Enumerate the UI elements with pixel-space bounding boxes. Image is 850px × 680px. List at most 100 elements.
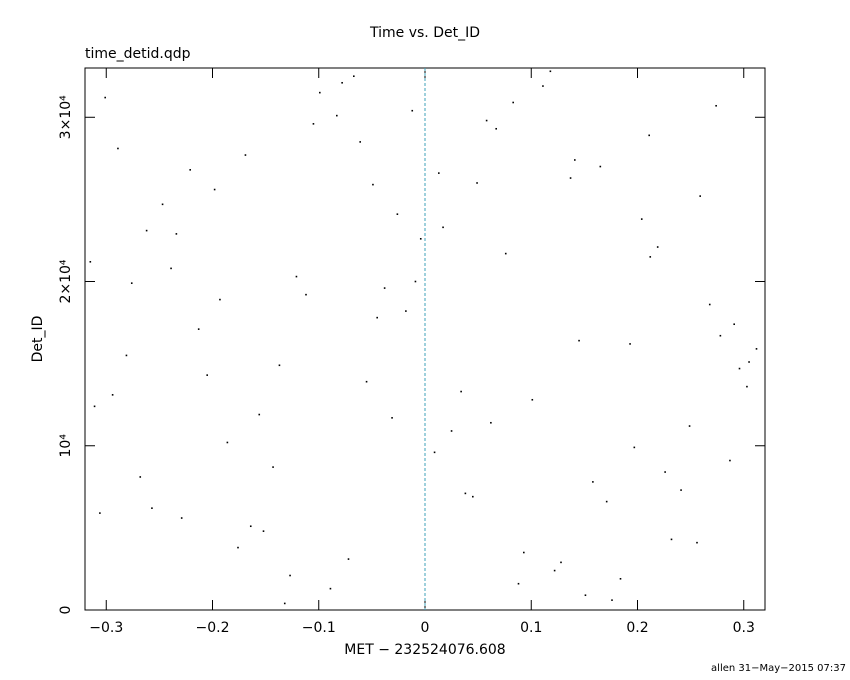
point [629, 343, 631, 345]
point [213, 188, 216, 191]
point [656, 246, 659, 248]
point [206, 374, 208, 376]
point [649, 256, 652, 258]
point [688, 425, 691, 427]
point [472, 495, 474, 498]
point [485, 119, 488, 122]
chart-subtitle: time_detid.qdp [85, 46, 191, 62]
point [648, 134, 650, 137]
x-tick-label: −0.2 [196, 620, 230, 636]
point [531, 398, 534, 401]
point [560, 561, 562, 564]
point [504, 252, 507, 255]
point [450, 430, 453, 432]
point [680, 489, 682, 491]
y-tick-label: 10⁴ [58, 434, 74, 458]
point [460, 390, 462, 393]
point [89, 261, 92, 263]
point [151, 507, 153, 509]
point [670, 538, 673, 541]
point [289, 574, 291, 577]
x-tick-label: 0.3 [733, 620, 755, 636]
point [376, 316, 378, 319]
y-tick-label: 2×10⁴ [58, 259, 74, 303]
point [145, 229, 148, 232]
point [139, 476, 142, 478]
point [719, 334, 722, 337]
point [405, 310, 407, 312]
point [414, 280, 417, 283]
point [599, 165, 602, 168]
point [438, 172, 440, 174]
point [512, 101, 514, 104]
point [464, 492, 467, 495]
point [542, 85, 544, 87]
point [619, 577, 622, 580]
point [197, 328, 200, 330]
point [664, 471, 666, 473]
point [130, 282, 133, 284]
point [549, 70, 552, 73]
point [738, 367, 741, 370]
point [244, 154, 247, 156]
point [495, 127, 497, 130]
point [553, 569, 556, 572]
point [219, 298, 221, 301]
point [226, 441, 229, 444]
chart-title: Time vs. Det_ID [369, 25, 480, 41]
x-tick-label: −0.1 [302, 620, 336, 636]
point [278, 364, 281, 367]
point [258, 413, 261, 416]
point [592, 481, 594, 483]
point [584, 594, 587, 597]
point [476, 182, 478, 184]
footer: allen 31−May−2015 07:37 [711, 663, 846, 674]
point [365, 380, 368, 383]
point [353, 75, 355, 78]
point [347, 558, 350, 560]
point [578, 339, 580, 342]
point [336, 114, 338, 117]
point [733, 323, 735, 326]
point [383, 287, 386, 289]
x-tick-label: 0.1 [520, 620, 542, 636]
point [411, 109, 414, 112]
point [490, 421, 492, 424]
x-tick-label: 0 [421, 620, 430, 636]
x-tick-label: 0.2 [626, 620, 648, 636]
point [170, 267, 172, 270]
point [640, 218, 643, 220]
point [729, 459, 731, 462]
point [161, 203, 164, 206]
point [237, 546, 239, 549]
point [312, 123, 315, 125]
point [708, 303, 711, 306]
point [633, 446, 636, 449]
point [295, 275, 298, 278]
point [517, 582, 520, 585]
point [262, 530, 265, 532]
point [433, 451, 436, 454]
point [746, 385, 748, 388]
point [283, 602, 286, 605]
point [396, 213, 399, 215]
point [111, 394, 114, 396]
point [574, 159, 576, 161]
point [329, 587, 332, 590]
point [249, 525, 252, 528]
point [611, 599, 613, 601]
y-tick-label: 0 [58, 606, 74, 615]
point [117, 147, 119, 150]
point [523, 551, 525, 554]
point [372, 183, 374, 186]
y-tick-label: 3×10⁴ [58, 95, 74, 139]
point [272, 466, 274, 468]
point [319, 91, 321, 94]
point [305, 293, 307, 296]
point [391, 417, 393, 419]
point [175, 233, 178, 235]
point [419, 238, 422, 240]
point [605, 500, 608, 503]
point [569, 177, 572, 179]
point [755, 348, 758, 350]
